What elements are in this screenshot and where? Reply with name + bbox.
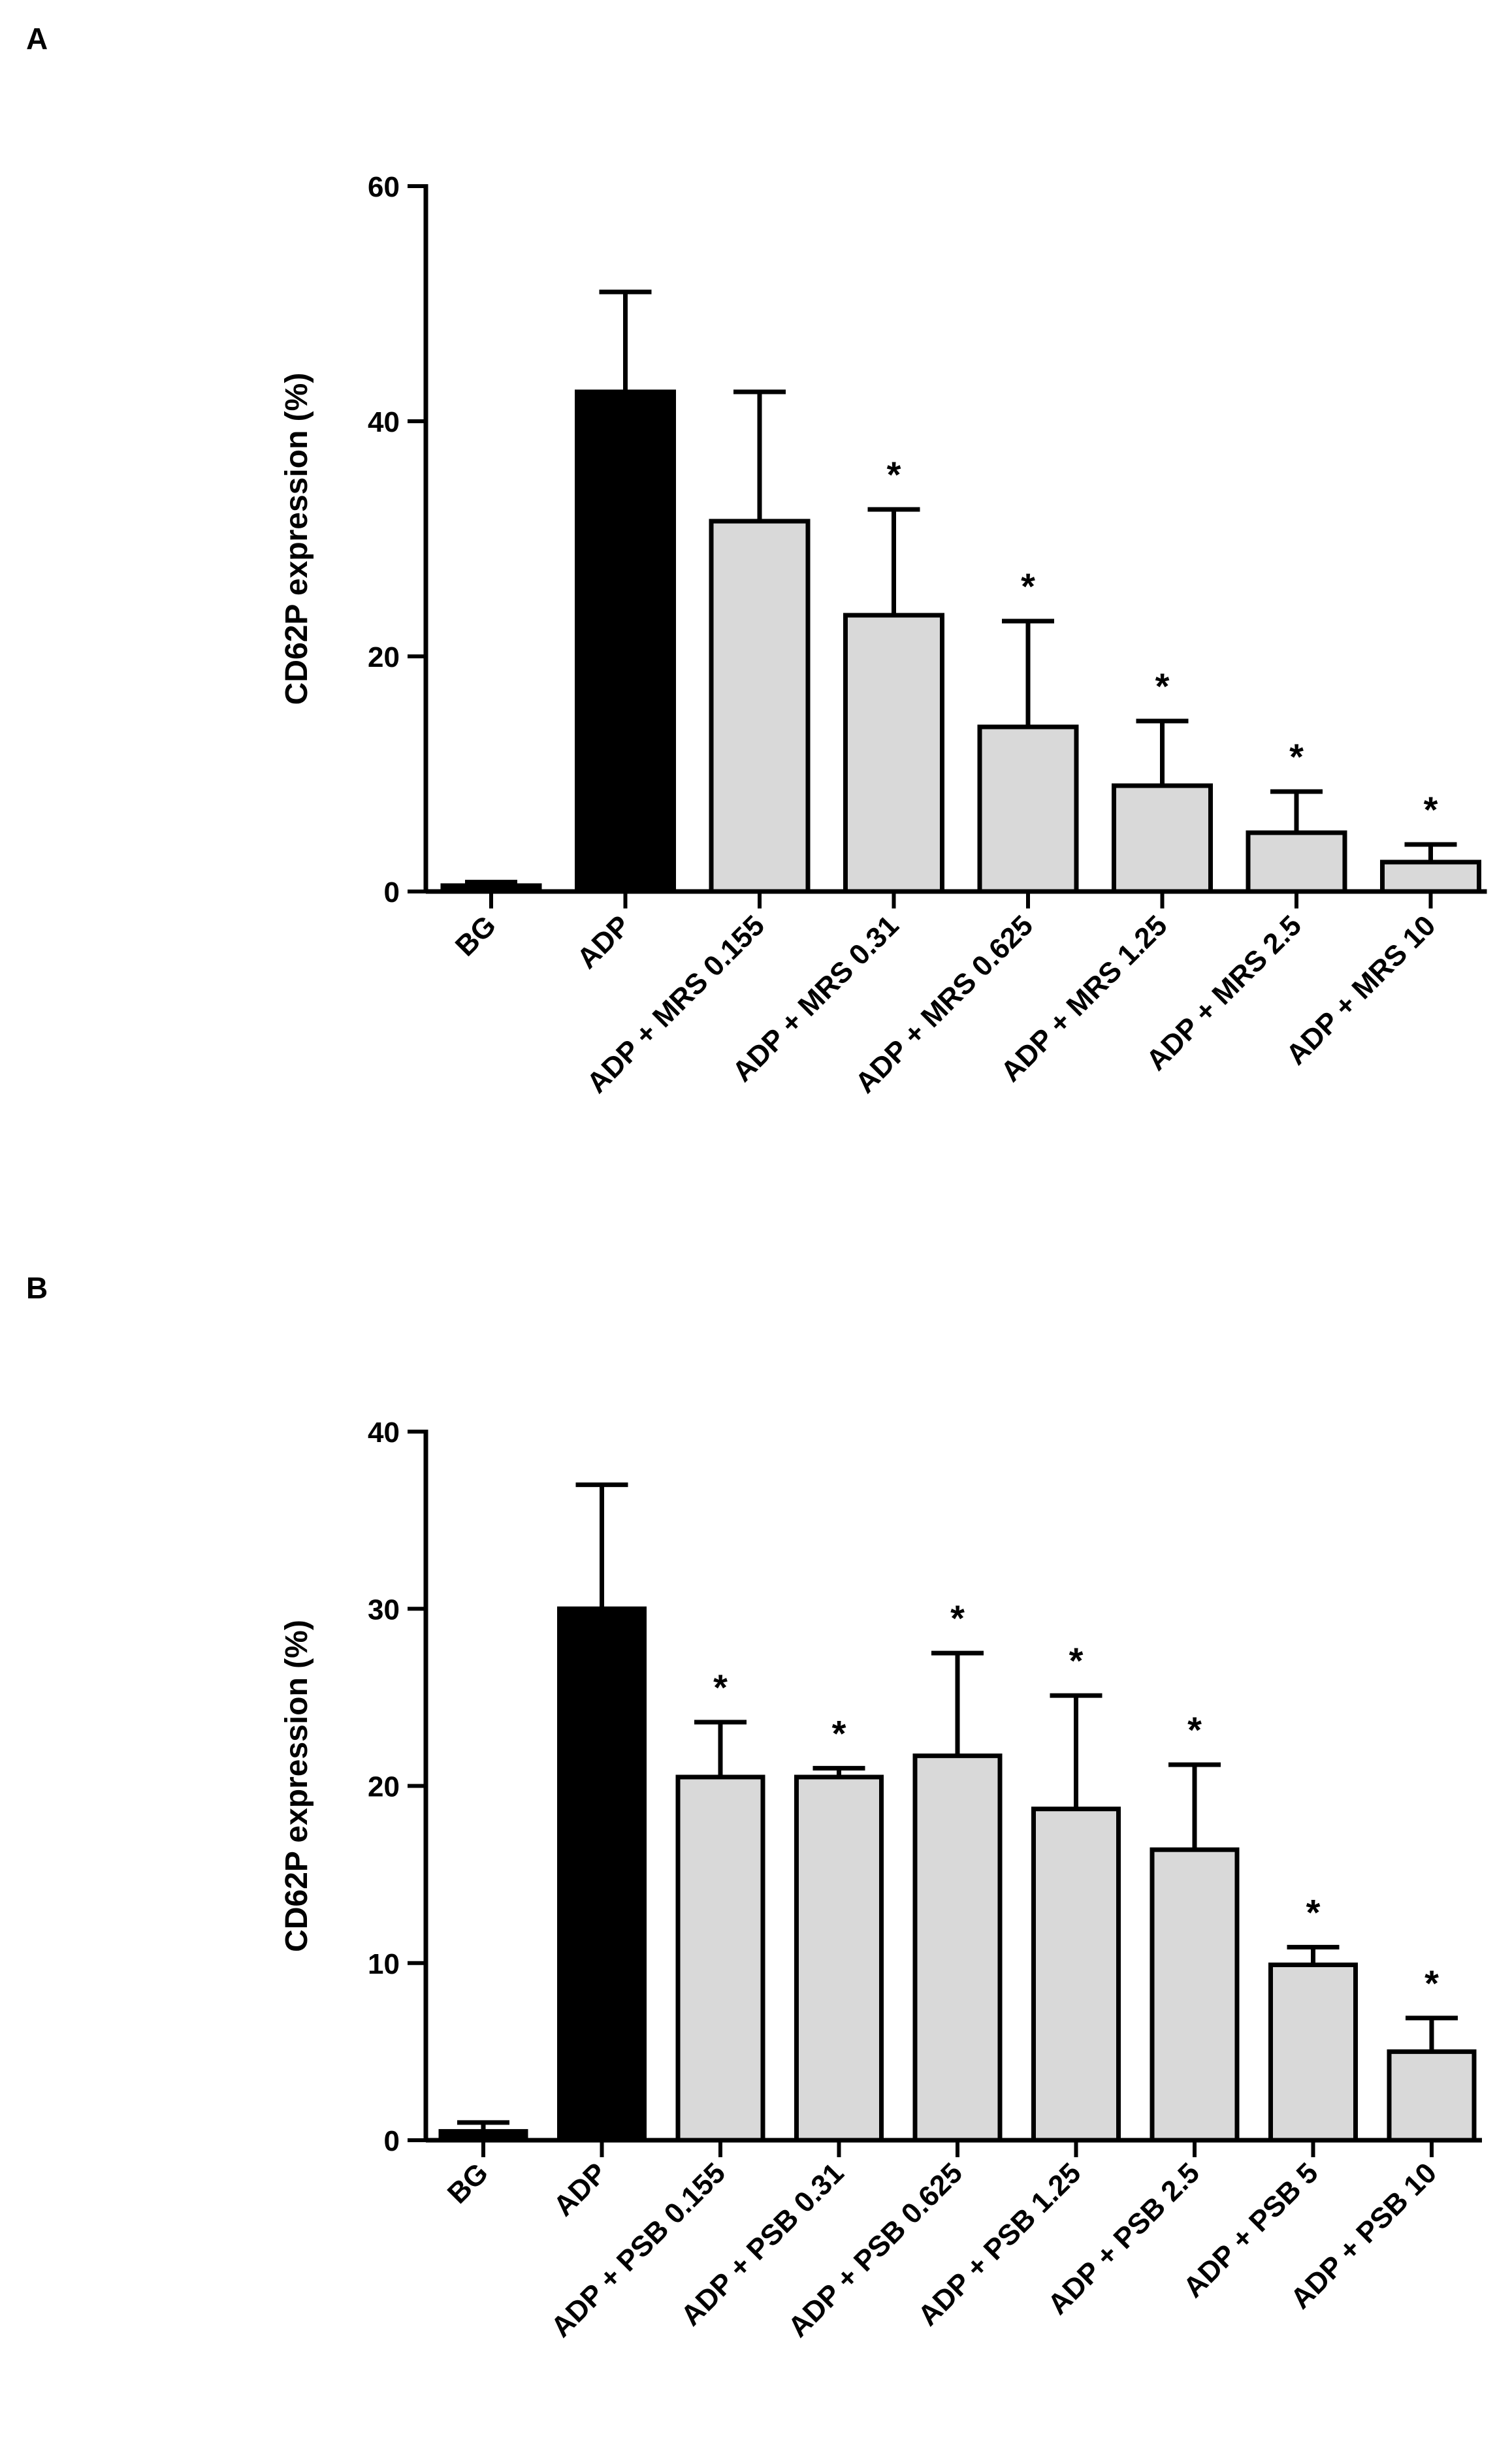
bar [438,2128,528,2143]
bar [1112,783,1213,894]
significance-star: * [1289,736,1304,777]
bar [709,519,811,894]
significance-star: * [1069,1640,1084,1681]
y-tick-label: 40 [368,1417,400,1449]
significance-star: * [1306,1891,1321,1933]
category-label: ADP [547,2157,613,2222]
panel-label: A [26,22,48,56]
bar [1268,1962,1358,2143]
bar [575,389,676,894]
significance-star: * [1021,566,1035,607]
significance-star: * [1187,1709,1202,1750]
y-tick-label: 0 [384,2125,400,2157]
bar [843,613,944,894]
y-tick-label: 30 [368,1594,400,1626]
y-tick-label: 0 [384,876,400,908]
category-label: BG [449,909,502,962]
bar [912,1753,1003,2143]
bar [1246,830,1347,894]
significance-star: * [887,454,901,495]
bar [1387,2049,1477,2143]
bar [1150,1847,1240,2143]
category-label: ADP [571,909,636,974]
y-axis-title: CD62P expression (%) [280,1620,314,1952]
category-label: BG [442,2157,494,2209]
panel-label: B [26,1271,48,1305]
y-tick-label: 60 [368,171,400,203]
significance-star: * [1424,789,1438,830]
significance-star: * [713,1667,728,1708]
significance-star: * [832,1712,846,1754]
y-tick-label: 40 [368,406,400,438]
bar [440,883,542,894]
bar [1380,859,1481,894]
y-tick-label: 20 [368,641,400,673]
bar [557,1606,647,2143]
bar [1031,1806,1121,2143]
y-tick-label: 10 [368,1948,400,1980]
bar [977,724,1079,894]
bar [794,1774,884,2143]
y-tick-label: 20 [368,1771,400,1803]
y-axis-title: CD62P expression (%) [280,373,314,705]
significance-star: * [950,1597,965,1639]
significance-star: * [1155,666,1170,707]
significance-star: * [1424,1963,1439,2004]
bar [675,1774,765,2143]
